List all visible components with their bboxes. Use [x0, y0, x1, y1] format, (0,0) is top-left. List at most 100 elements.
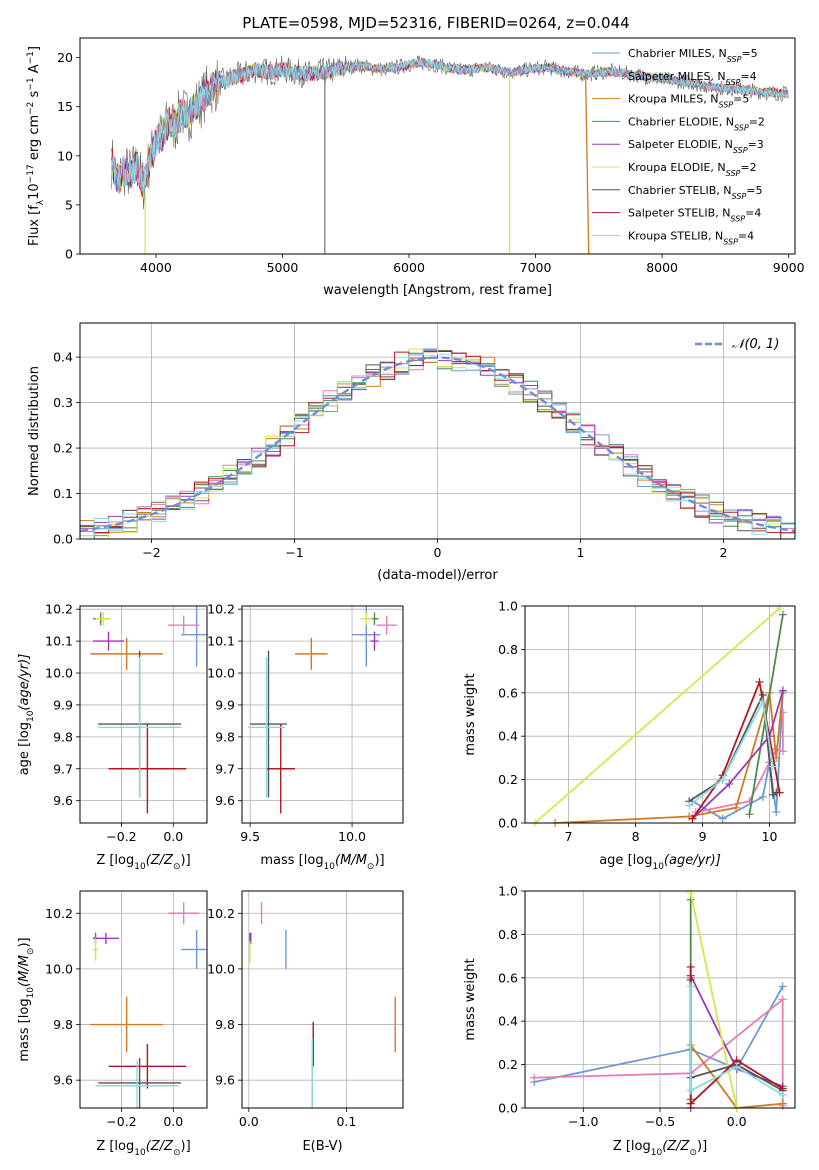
- legend-name: Kroupa ELODIE, N: [628, 161, 726, 174]
- label-part: 10: [27, 183, 42, 200]
- y-tick-label: 1.0: [498, 599, 518, 614]
- y-tick-label: 9.7: [215, 761, 235, 776]
- x-tick-label: −0.2: [106, 829, 136, 844]
- label-rest: (Z/Z: [146, 853, 174, 868]
- point-marker: [718, 814, 727, 823]
- label-sub: 10: [651, 1148, 663, 1158]
- point-marker: [758, 697, 767, 706]
- point-marker: [778, 1099, 787, 1108]
- label-close: )]: [17, 937, 32, 947]
- y-tick-label: 9.8: [215, 1017, 235, 1032]
- x-tick-label: 9.5: [240, 829, 260, 844]
- y-tick-label: 9.7: [53, 761, 73, 776]
- axes-frame: [79, 322, 796, 540]
- label-sup: −17: [26, 164, 36, 183]
- y-tick-label: 10.2: [207, 602, 235, 617]
- label-sub: 10: [324, 862, 336, 872]
- x-tick-label: −0.5: [645, 1114, 675, 1129]
- legend-val: =5: [746, 184, 762, 197]
- legend-sub: SSP: [727, 55, 742, 64]
- x-tick-label: 0.0: [163, 829, 183, 844]
- x-tick-label: −0.2: [106, 1114, 136, 1129]
- label-main: age [log: [17, 722, 32, 775]
- legend-name: Salpeter ELODIE, N: [628, 138, 733, 151]
- y-tick-label: 10.2: [45, 906, 73, 921]
- legend-entry: Salpeter ELODIE, NSSP=3: [628, 138, 764, 155]
- y-tick-label: 0.4: [498, 1014, 518, 1029]
- y-tick-label: 0.6: [498, 685, 518, 700]
- y-tick-label: 9.8: [53, 729, 73, 744]
- point-marker: [732, 803, 741, 812]
- histogram-step: [80, 348, 795, 537]
- x-tick-label: 9: [699, 829, 707, 844]
- y-tick-label: 0.0: [53, 532, 73, 547]
- legend-val: =2: [740, 161, 756, 174]
- point-marker: [725, 779, 734, 788]
- x-axis-label: wavelength [Angstrom, rest frame]: [323, 283, 552, 298]
- label-rest: (age/yr)]: [17, 654, 32, 711]
- y-tick-label: 9.9: [53, 697, 73, 712]
- legend-val: =3: [748, 138, 764, 151]
- point-marker: [686, 982, 695, 991]
- mass-weight-line: [534, 997, 784, 1106]
- label-rest: (age/yr)]: [664, 853, 721, 868]
- label-sub: ⊙: [689, 1148, 697, 1158]
- legend-name: Chabrier MILES, N: [628, 47, 727, 60]
- z-mass-panel: −0.2 0.09.69.810.010.2Z [log10(Z/Z⊙)]mass…: [17, 890, 208, 1158]
- label-rest: (M/M: [335, 853, 367, 868]
- label-main: Flux [f: [27, 205, 42, 246]
- mass-age-panel: 9.5 10.0 9.6 9.7 9.8 9.9 10.0 10.1 10.2 mass [log…: [207, 602, 404, 872]
- y-tick-label: 10.0: [45, 666, 73, 681]
- label-main: mass [log: [260, 853, 323, 868]
- x-tick-label: 5000: [267, 260, 299, 275]
- legend-val: =4: [738, 229, 754, 242]
- x-tick-label: 4000: [140, 260, 172, 275]
- x-axis-label: Z [log10(Z/Z⊙)]: [96, 1139, 190, 1158]
- x-axis-label: Z [log10(Z/Z⊙)]: [96, 853, 190, 872]
- y-tick-label: 0.3: [53, 395, 73, 410]
- legend-entry: 𝒩(0, 1): [732, 337, 779, 352]
- spectrum-line: [111, 58, 789, 199]
- y-tick-label: 0: [65, 247, 73, 262]
- y-tick-label: 0.2: [498, 1057, 518, 1072]
- mass-weight-line: [689, 986, 784, 1096]
- y-axis-label: mass weight: [463, 958, 478, 1040]
- label-part: erg cm: [27, 115, 42, 164]
- x-tick-label: 8: [632, 829, 640, 844]
- label-sub: ⊙: [173, 862, 181, 872]
- mass-weight-line: [689, 893, 738, 1108]
- legend-entry: Kroupa STELIB, NSSP=4: [628, 229, 754, 246]
- point-marker: [718, 775, 727, 784]
- point-marker: [768, 762, 777, 771]
- y-tick-label: 15: [57, 99, 73, 114]
- ebv-mass-panel: 0.0 0.1 9.6 9.8 10.0 10.2 E(B-V): [207, 890, 404, 1154]
- y-tick-label: 0.8: [498, 927, 518, 942]
- point-marker: [686, 962, 695, 971]
- label-close: )]: [697, 1139, 707, 1154]
- point-marker: [778, 982, 787, 991]
- label-close: )]: [374, 853, 384, 868]
- legend-sub: SSP: [718, 100, 733, 109]
- label-close: )]: [181, 1139, 191, 1154]
- point-marker: [530, 1073, 539, 1082]
- x-tick-label: −1: [285, 545, 303, 560]
- x-tick-label: 8000: [646, 260, 678, 275]
- axes-frame: [79, 605, 208, 824]
- legend-entry: Kroupa MILES, NSSP=5: [628, 93, 749, 110]
- x-axis-label: Z [log10(Z/Z⊙)]: [613, 1139, 707, 1158]
- y-tick-label: 0.4: [53, 350, 73, 365]
- legend-name: Salpeter STELIB, N: [628, 207, 730, 220]
- point-marker: [778, 1090, 787, 1099]
- x-tick-label: 7: [565, 829, 573, 844]
- label-sub: 10: [134, 862, 146, 872]
- x-tick-label: 0.1: [336, 1114, 356, 1129]
- point-marker: [778, 995, 787, 1004]
- legend-val: =2: [749, 115, 765, 128]
- legend-name: Chabrier STELIB, N: [628, 184, 732, 197]
- mass-weight-line: [555, 690, 784, 823]
- x-tick-label: 7000: [520, 260, 552, 275]
- legend-sub: SSP: [730, 214, 745, 223]
- point-marker: [688, 814, 697, 823]
- x-tick-label: 10: [762, 829, 778, 844]
- label-sub: ⊙: [173, 1148, 181, 1158]
